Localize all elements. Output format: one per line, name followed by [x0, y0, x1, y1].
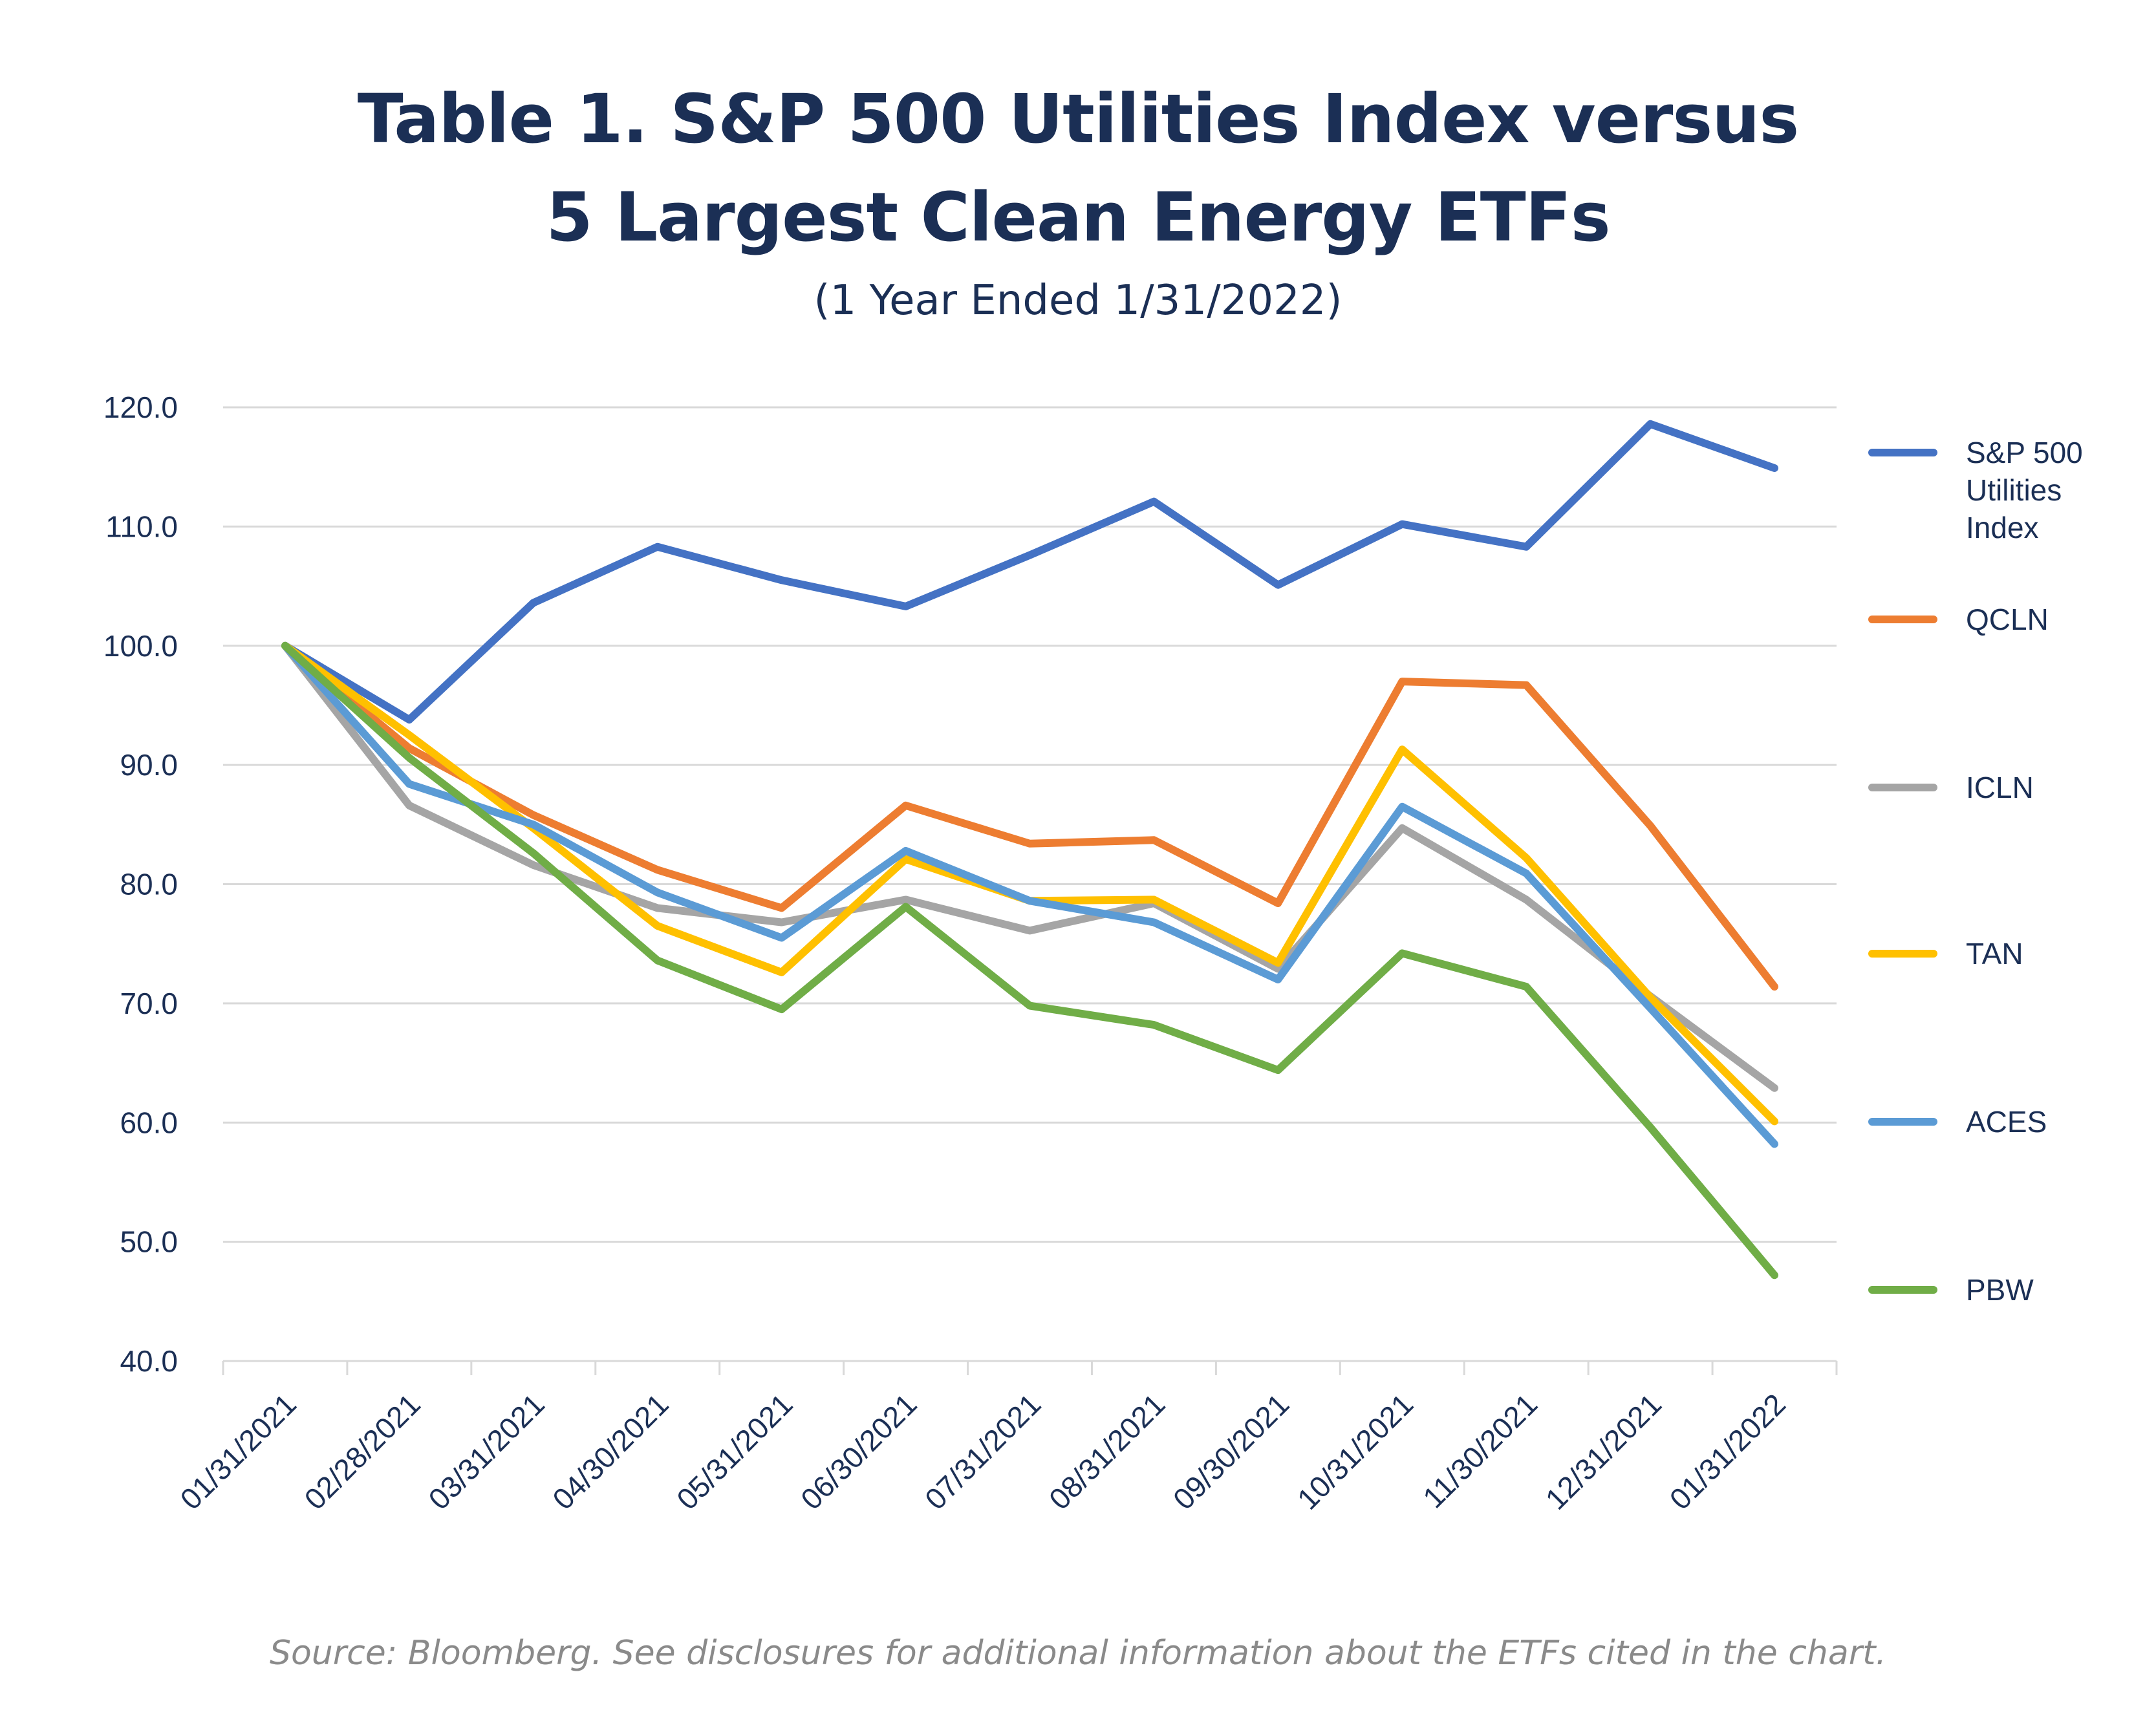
legend-label: PBW [1966, 1273, 2034, 1307]
series-line [281, 420, 1778, 724]
legend-entry: QCLN [1868, 603, 2049, 636]
x-tick-label: 05/31/2021 [670, 1387, 799, 1516]
chart-title-line-1: Table 1. S&P 500 Utilities Index versus [357, 80, 1800, 158]
y-tick-label: 80.0 [120, 868, 178, 901]
legend: S&P 500 Utilities Index QCLN ICLN TAN ACES PBW [1868, 436, 2083, 1307]
x-tick-label: 11/30/2021 [1416, 1387, 1544, 1514]
legend-entry: ACES [1868, 1105, 2047, 1139]
y-tick-label: 60.0 [120, 1106, 178, 1139]
series-line [281, 641, 1778, 1148]
legend-entry: TAN [1868, 937, 2023, 970]
x-tick-label: 08/31/2021 [1042, 1387, 1172, 1516]
series-qcln [281, 641, 1778, 991]
source-note: Source: Bloomberg. See disclosures for a… [269, 1634, 1886, 1673]
x-tick-label: 01/31/2021 [173, 1387, 303, 1516]
legend-label: ACES [1966, 1105, 2047, 1139]
gridlines [223, 406, 1837, 1243]
legend-label: ICLN [1966, 771, 2034, 804]
x-tick-label: 04/30/2021 [546, 1387, 675, 1516]
legend-entry: ICLN [1868, 771, 2034, 804]
series-aces [281, 641, 1778, 1148]
chart-title: Table 1. S&P 500 Utilities Index versus … [0, 70, 2156, 266]
y-tick-label: 100.0 [103, 629, 178, 663]
legend-label: S&P 500 [1966, 436, 2083, 469]
x-axis-tick-labels: 01/31/202102/28/202103/31/202104/30/2021… [173, 1387, 1792, 1516]
y-tick-label: 110.0 [105, 509, 178, 543]
chart-title-line-2: 5 Largest Clean Energy ETFs [546, 178, 1610, 257]
x-tick-label: 02/28/2021 [297, 1387, 427, 1516]
legend-label: TAN [1966, 937, 2023, 970]
x-tick-label: 09/30/2021 [1167, 1387, 1296, 1516]
x-tick-label: 12/31/2021 [1539, 1387, 1668, 1516]
y-tick-label: 90.0 [120, 748, 178, 782]
x-tick-label: 07/31/2021 [918, 1387, 1048, 1516]
series-line [281, 641, 1778, 1280]
y-tick-label: 50.0 [120, 1225, 178, 1259]
y-tick-label: 120.0 [103, 391, 178, 424]
x-tick-label: 06/30/2021 [794, 1387, 923, 1516]
legend-entry: S&P 500 Utilities Index [1868, 436, 2083, 544]
series-pbw [281, 641, 1778, 1280]
x-tick-label: 10/31/2021 [1291, 1387, 1420, 1516]
x-tick-label: 01/31/2022 [1663, 1387, 1793, 1516]
x-tick-label: 03/31/2021 [422, 1387, 551, 1516]
legend-label: Utilities [1966, 473, 2062, 507]
legend-label: Index [1966, 511, 2039, 544]
y-axis-tick-labels: 40.0 50.0 60.0 70.0 80.0 90.0 100.0 110.0 120.0 [103, 391, 178, 1378]
chart-subtitle: (1 Year Ended 1/31/2022) [814, 277, 1342, 325]
legend-label: QCLN [1966, 603, 2049, 636]
series-s-p-500-utilities-index [281, 420, 1778, 724]
y-tick-label: 40.0 [120, 1344, 178, 1378]
legend-entry: PBW [1868, 1273, 2034, 1307]
series-lines [281, 420, 1778, 1280]
x-axis [222, 1360, 1838, 1375]
y-tick-label: 70.0 [120, 987, 178, 1020]
